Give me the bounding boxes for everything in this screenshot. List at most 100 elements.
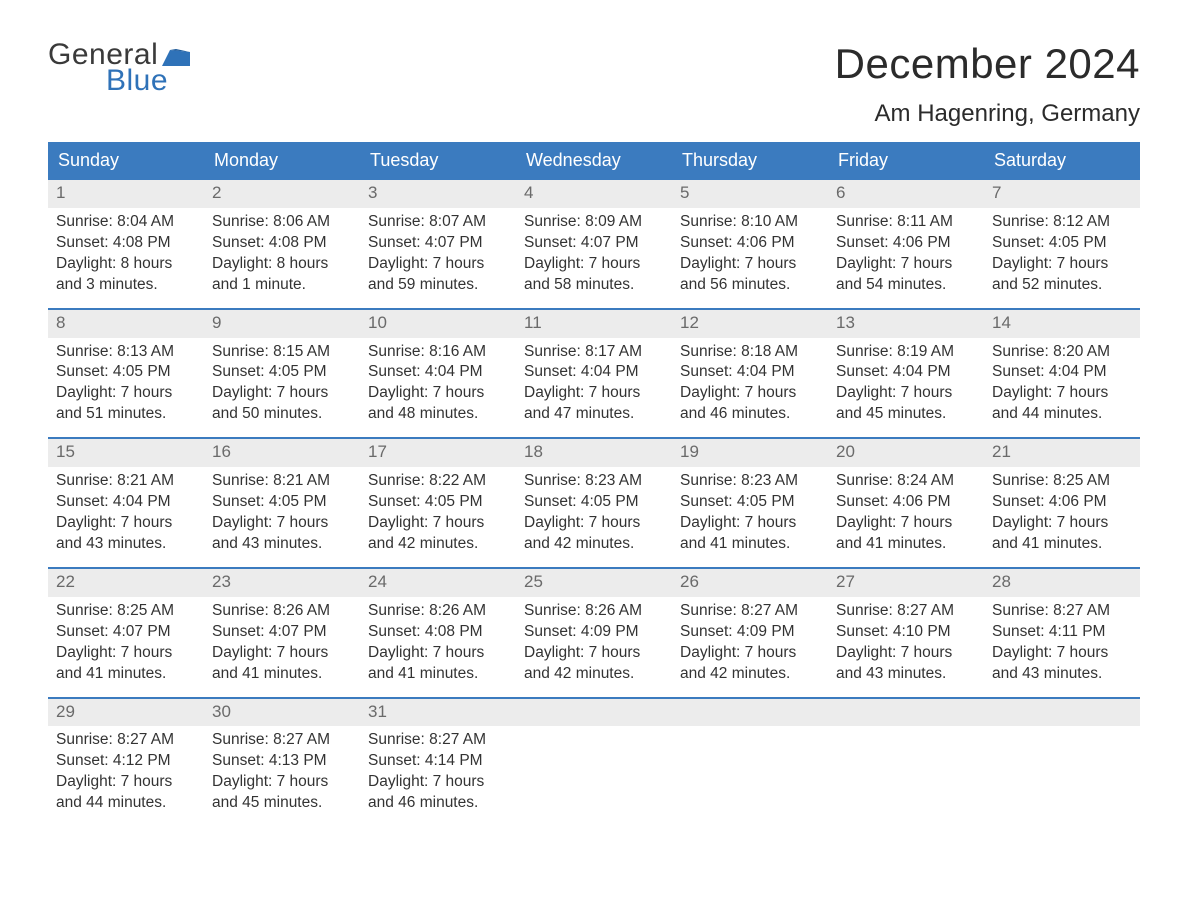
daylight-line: Daylight: 7 hours and 42 minutes. — [524, 643, 664, 685]
calendar-day: 12Sunrise: 8:18 AMSunset: 4:04 PMDayligh… — [672, 310, 828, 438]
sunset-line: Sunset: 4:12 PM — [56, 751, 196, 772]
sunrise-line: Sunrise: 8:12 AM — [992, 212, 1132, 233]
day-number: 29 — [48, 699, 204, 727]
calendar-day: 5Sunrise: 8:10 AMSunset: 4:06 PMDaylight… — [672, 180, 828, 308]
sunrise-line: Sunrise: 8:18 AM — [680, 342, 820, 363]
daylight-line: Daylight: 7 hours and 41 minutes. — [680, 513, 820, 555]
sunset-line: Sunset: 4:05 PM — [212, 362, 352, 383]
day-body: Sunrise: 8:24 AMSunset: 4:06 PMDaylight:… — [828, 467, 984, 555]
day-body: Sunrise: 8:13 AMSunset: 4:05 PMDaylight:… — [48, 338, 204, 426]
sunrise-line: Sunrise: 8:27 AM — [992, 601, 1132, 622]
sunset-line: Sunset: 4:09 PM — [680, 622, 820, 643]
calendar-day-empty — [672, 699, 828, 827]
day-number: 15 — [48, 439, 204, 467]
calendar-day: 19Sunrise: 8:23 AMSunset: 4:05 PMDayligh… — [672, 439, 828, 567]
calendar-day: 30Sunrise: 8:27 AMSunset: 4:13 PMDayligh… — [204, 699, 360, 827]
sunset-line: Sunset: 4:07 PM — [56, 622, 196, 643]
sunrise-line: Sunrise: 8:22 AM — [368, 471, 508, 492]
sunrise-line: Sunrise: 8:27 AM — [212, 730, 352, 751]
day-body: Sunrise: 8:23 AMSunset: 4:05 PMDaylight:… — [672, 467, 828, 555]
sunrise-line: Sunrise: 8:27 AM — [836, 601, 976, 622]
sunset-line: Sunset: 4:05 PM — [368, 492, 508, 513]
sunset-line: Sunset: 4:04 PM — [524, 362, 664, 383]
day-body: Sunrise: 8:06 AMSunset: 4:08 PMDaylight:… — [204, 208, 360, 296]
sunset-line: Sunset: 4:04 PM — [368, 362, 508, 383]
sunset-line: Sunset: 4:05 PM — [992, 233, 1132, 254]
daylight-line: Daylight: 8 hours and 3 minutes. — [56, 254, 196, 296]
daylight-line: Daylight: 7 hours and 43 minutes. — [992, 643, 1132, 685]
day-of-week-cell: Monday — [204, 142, 360, 180]
calendar-day: 24Sunrise: 8:26 AMSunset: 4:08 PMDayligh… — [360, 569, 516, 697]
daylight-line: Daylight: 7 hours and 54 minutes. — [836, 254, 976, 296]
sunset-line: Sunset: 4:04 PM — [680, 362, 820, 383]
day-number: 24 — [360, 569, 516, 597]
sunset-line: Sunset: 4:09 PM — [524, 622, 664, 643]
calendar-day: 22Sunrise: 8:25 AMSunset: 4:07 PMDayligh… — [48, 569, 204, 697]
daylight-line: Daylight: 7 hours and 43 minutes. — [212, 513, 352, 555]
weeks-container: 1Sunrise: 8:04 AMSunset: 4:08 PMDaylight… — [48, 180, 1140, 826]
calendar-day: 14Sunrise: 8:20 AMSunset: 4:04 PMDayligh… — [984, 310, 1140, 438]
sunset-line: Sunset: 4:04 PM — [992, 362, 1132, 383]
calendar-day: 18Sunrise: 8:23 AMSunset: 4:05 PMDayligh… — [516, 439, 672, 567]
sunset-line: Sunset: 4:07 PM — [212, 622, 352, 643]
daylight-line: Daylight: 7 hours and 45 minutes. — [212, 772, 352, 814]
calendar-day: 7Sunrise: 8:12 AMSunset: 4:05 PMDaylight… — [984, 180, 1140, 308]
sunset-line: Sunset: 4:06 PM — [836, 233, 976, 254]
day-number — [828, 699, 984, 727]
day-number — [984, 699, 1140, 727]
day-number: 28 — [984, 569, 1140, 597]
calendar-day: 1Sunrise: 8:04 AMSunset: 4:08 PMDaylight… — [48, 180, 204, 308]
sunrise-line: Sunrise: 8:15 AM — [212, 342, 352, 363]
sunrise-line: Sunrise: 8:26 AM — [212, 601, 352, 622]
day-body: Sunrise: 8:23 AMSunset: 4:05 PMDaylight:… — [516, 467, 672, 555]
calendar-day: 16Sunrise: 8:21 AMSunset: 4:05 PMDayligh… — [204, 439, 360, 567]
calendar-week: 1Sunrise: 8:04 AMSunset: 4:08 PMDaylight… — [48, 180, 1140, 308]
calendar-day: 27Sunrise: 8:27 AMSunset: 4:10 PMDayligh… — [828, 569, 984, 697]
sunrise-line: Sunrise: 8:20 AM — [992, 342, 1132, 363]
calendar-day: 28Sunrise: 8:27 AMSunset: 4:11 PMDayligh… — [984, 569, 1140, 697]
day-body: Sunrise: 8:26 AMSunset: 4:07 PMDaylight:… — [204, 597, 360, 685]
sunset-line: Sunset: 4:05 PM — [524, 492, 664, 513]
daylight-line: Daylight: 7 hours and 47 minutes. — [524, 383, 664, 425]
daylight-line: Daylight: 7 hours and 44 minutes. — [56, 772, 196, 814]
day-body: Sunrise: 8:27 AMSunset: 4:10 PMDaylight:… — [828, 597, 984, 685]
day-number: 5 — [672, 180, 828, 208]
day-number: 25 — [516, 569, 672, 597]
daylight-line: Daylight: 7 hours and 41 minutes. — [992, 513, 1132, 555]
day-number: 17 — [360, 439, 516, 467]
daylight-line: Daylight: 7 hours and 42 minutes. — [680, 643, 820, 685]
calendar-day-empty — [828, 699, 984, 827]
daylight-line: Daylight: 7 hours and 46 minutes. — [680, 383, 820, 425]
sunset-line: Sunset: 4:05 PM — [56, 362, 196, 383]
sunset-line: Sunset: 4:06 PM — [680, 233, 820, 254]
logo-text-blue: Blue — [106, 66, 190, 96]
day-of-week-header: SundayMondayTuesdayWednesdayThursdayFrid… — [48, 142, 1140, 180]
calendar-day: 11Sunrise: 8:17 AMSunset: 4:04 PMDayligh… — [516, 310, 672, 438]
sunrise-line: Sunrise: 8:21 AM — [56, 471, 196, 492]
daylight-line: Daylight: 7 hours and 42 minutes. — [524, 513, 664, 555]
daylight-line: Daylight: 7 hours and 41 minutes. — [368, 643, 508, 685]
daylight-line: Daylight: 7 hours and 44 minutes. — [992, 383, 1132, 425]
daylight-line: Daylight: 7 hours and 42 minutes. — [368, 513, 508, 555]
sunrise-line: Sunrise: 8:21 AM — [212, 471, 352, 492]
daylight-line: Daylight: 7 hours and 41 minutes. — [56, 643, 196, 685]
day-body: Sunrise: 8:21 AMSunset: 4:04 PMDaylight:… — [48, 467, 204, 555]
day-of-week-cell: Saturday — [984, 142, 1140, 180]
day-number — [516, 699, 672, 727]
day-number: 20 — [828, 439, 984, 467]
daylight-line: Daylight: 7 hours and 43 minutes. — [56, 513, 196, 555]
day-number: 11 — [516, 310, 672, 338]
day-number: 2 — [204, 180, 360, 208]
calendar-day: 10Sunrise: 8:16 AMSunset: 4:04 PMDayligh… — [360, 310, 516, 438]
daylight-line: Daylight: 7 hours and 41 minutes. — [212, 643, 352, 685]
day-number: 16 — [204, 439, 360, 467]
day-number: 10 — [360, 310, 516, 338]
day-number: 13 — [828, 310, 984, 338]
day-of-week-cell: Thursday — [672, 142, 828, 180]
sunrise-line: Sunrise: 8:04 AM — [56, 212, 196, 233]
calendar-day: 31Sunrise: 8:27 AMSunset: 4:14 PMDayligh… — [360, 699, 516, 827]
calendar-day: 26Sunrise: 8:27 AMSunset: 4:09 PMDayligh… — [672, 569, 828, 697]
calendar-week: 22Sunrise: 8:25 AMSunset: 4:07 PMDayligh… — [48, 567, 1140, 697]
calendar-day-empty — [516, 699, 672, 827]
daylight-line: Daylight: 7 hours and 50 minutes. — [212, 383, 352, 425]
